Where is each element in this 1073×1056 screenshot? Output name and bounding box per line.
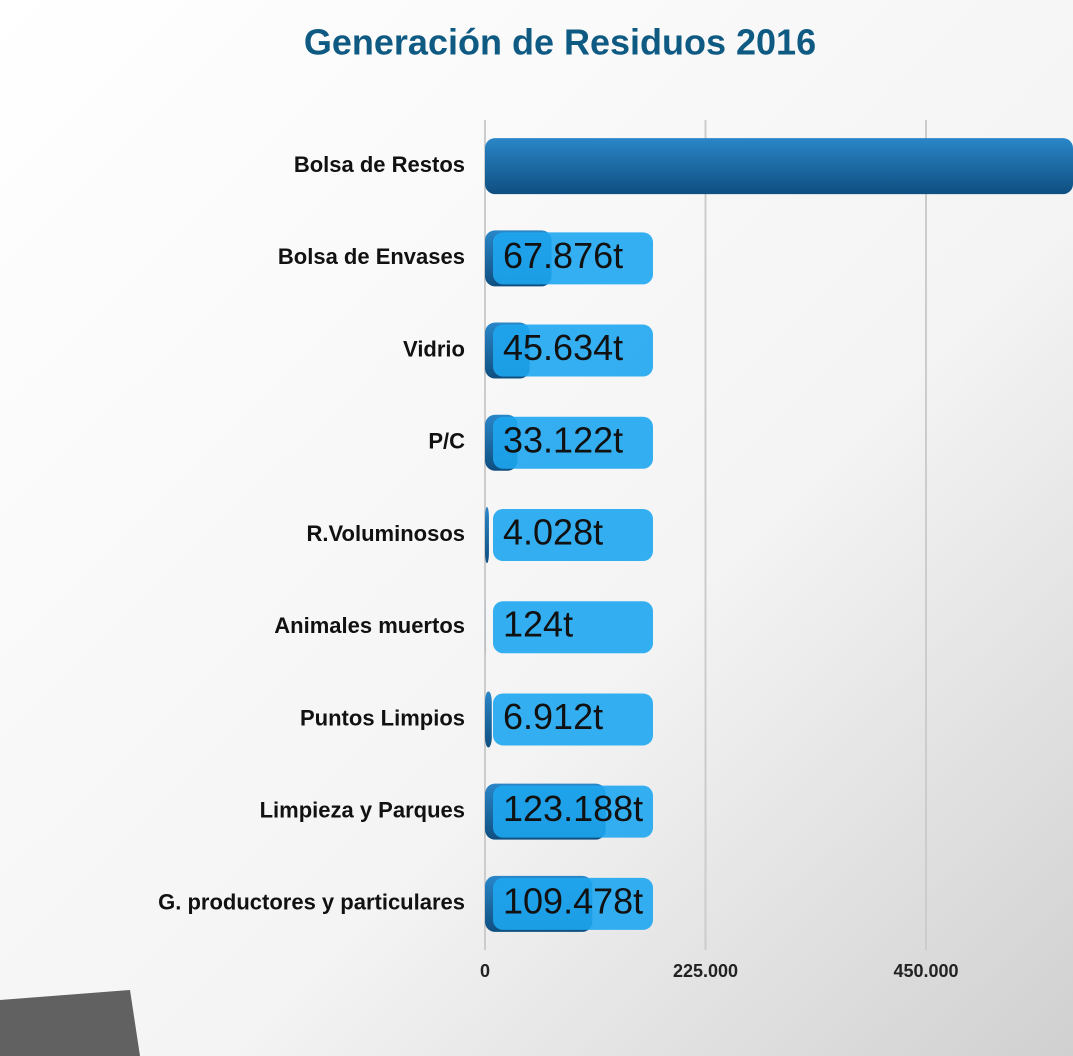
data-label: 67.876t	[503, 235, 623, 276]
bar	[485, 691, 492, 748]
data-label: 4.028t	[503, 512, 603, 553]
data-label: 109.478t	[503, 880, 643, 921]
data-label: 33.122t	[503, 419, 623, 460]
label-box	[493, 693, 653, 746]
x-tick-label: 225.000	[673, 961, 738, 981]
label-box	[493, 601, 653, 654]
y-tick-label: Vidrio	[403, 336, 465, 361]
label-box	[493, 416, 653, 469]
y-tick-label: Animales muertos	[274, 613, 465, 638]
bar	[485, 138, 1073, 195]
label-box	[493, 232, 653, 285]
y-tick-label: Limpieza y Parques	[260, 797, 465, 822]
y-tick-label: R.Voluminosos	[307, 521, 466, 546]
x-tick-label: 0	[480, 961, 490, 981]
y-tick-label: Bolsa de Restos	[294, 152, 465, 177]
label-box	[493, 509, 653, 561]
y-tick-label: Bolsa de Envases	[278, 244, 465, 269]
y-tick-label: G. productores y particulares	[158, 890, 465, 915]
data-label: 123.188t	[503, 788, 643, 829]
label-box	[493, 785, 653, 838]
data-label: 6.912t	[503, 696, 603, 737]
y-tick-label: P/C	[428, 429, 465, 454]
bar	[485, 507, 489, 563]
data-label: 45.634t	[503, 327, 623, 368]
x-tick-label: 450.000	[893, 961, 958, 981]
data-label: 124t	[503, 604, 573, 645]
label-box	[493, 324, 653, 377]
chart-title: Generación de Residuos 2016	[304, 22, 816, 63]
y-tick-label: Puntos Limpios	[300, 705, 465, 730]
label-box	[493, 877, 653, 930]
decoration	[0, 990, 140, 1056]
